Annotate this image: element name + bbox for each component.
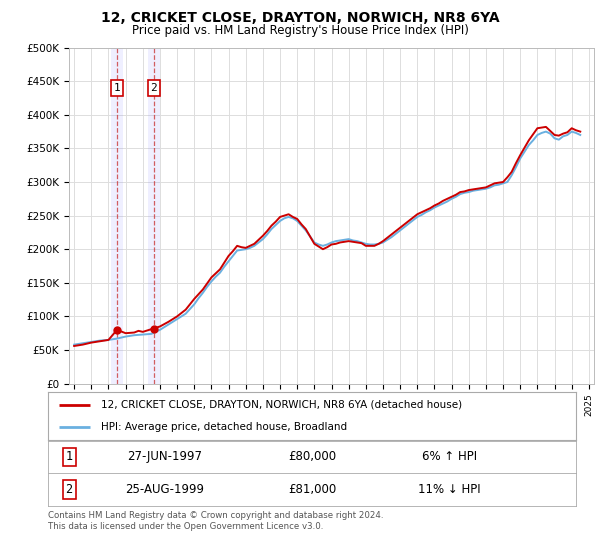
Bar <box>111 48 123 384</box>
Bar <box>148 48 160 384</box>
Text: HPI: Average price, detached house, Broadland: HPI: Average price, detached house, Broa… <box>101 422 347 432</box>
Text: 1: 1 <box>65 450 73 464</box>
Text: £80,000: £80,000 <box>288 450 336 464</box>
Text: 1: 1 <box>113 83 120 93</box>
Text: 2: 2 <box>151 83 157 93</box>
Text: 2: 2 <box>65 483 73 496</box>
Text: 12, CRICKET CLOSE, DRAYTON, NORWICH, NR8 6YA (detached house): 12, CRICKET CLOSE, DRAYTON, NORWICH, NR8… <box>101 400 462 410</box>
Text: 6% ↑ HPI: 6% ↑ HPI <box>422 450 477 464</box>
Text: Contains HM Land Registry data © Crown copyright and database right 2024.
This d: Contains HM Land Registry data © Crown c… <box>48 511 383 531</box>
Text: £81,000: £81,000 <box>288 483 336 496</box>
Text: 25-AUG-1999: 25-AUG-1999 <box>125 483 203 496</box>
Text: Price paid vs. HM Land Registry's House Price Index (HPI): Price paid vs. HM Land Registry's House … <box>131 24 469 37</box>
Text: 27-JUN-1997: 27-JUN-1997 <box>127 450 202 464</box>
Text: 11% ↓ HPI: 11% ↓ HPI <box>418 483 481 496</box>
Text: 12, CRICKET CLOSE, DRAYTON, NORWICH, NR8 6YA: 12, CRICKET CLOSE, DRAYTON, NORWICH, NR8… <box>101 11 499 25</box>
